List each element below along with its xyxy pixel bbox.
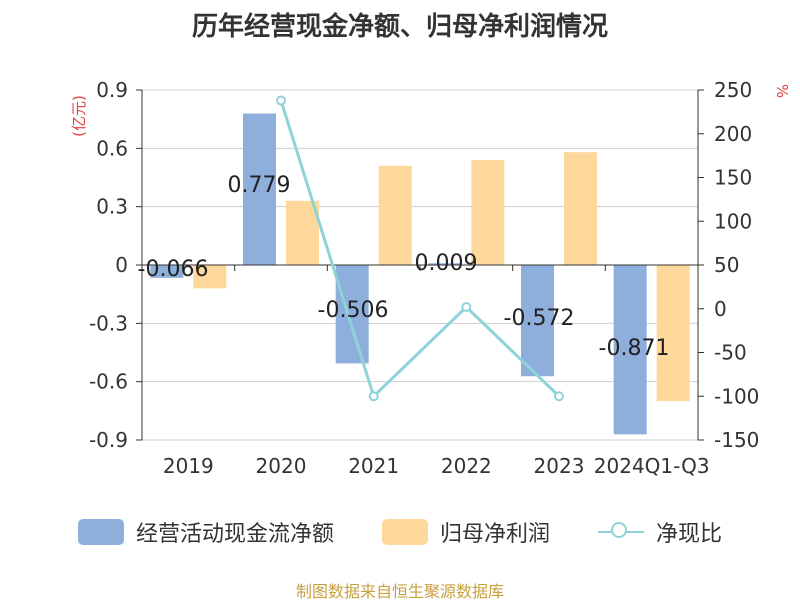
- left-tick-label: -0.9: [89, 428, 128, 452]
- category-label: 2024Q1-Q3: [594, 454, 710, 478]
- bar-net-profit: [471, 160, 505, 265]
- legend-item-operating-cash[interactable]: 经营活动现金流净额: [77, 516, 334, 548]
- legend-swatch-ratio: [598, 519, 644, 545]
- legend: 经营活动现金流净额 归母净利润 净现比: [0, 516, 800, 548]
- bar-net-profit: [286, 200, 319, 265]
- left-tick-label: -0.3: [89, 311, 128, 335]
- data-label-operating-cash: 0.779: [228, 173, 291, 198]
- left-tick-label: 0: [115, 253, 128, 277]
- data-label-operating-cash: -0.066: [138, 257, 209, 282]
- bar-operating-cash: [428, 263, 462, 265]
- right-tick-label: -100: [714, 384, 759, 408]
- chart-canvas: -0.9 -0.6 -0.3 0 0.3 0.6 0.9 -150 -100 -50 0 50 100 1…: [70, 78, 791, 478]
- source-note: 制图数据来自恒生聚源数据库: [295, 582, 504, 601]
- category-label: 2023: [534, 454, 585, 478]
- left-tick-label: 0.9: [96, 78, 128, 102]
- right-tick-label: 150: [714, 166, 752, 190]
- right-unit-label: %: [773, 84, 791, 98]
- right-tick-label: 250: [714, 78, 752, 102]
- data-label-operating-cash: -0.572: [504, 306, 575, 331]
- legend-swatch-net-profit: [381, 519, 428, 545]
- right-tick-label: 0: [714, 297, 727, 321]
- bar-operating-cash: [335, 265, 369, 364]
- right-tick-label: -50: [714, 341, 747, 365]
- legend-item-ratio[interactable]: 净现比: [598, 516, 722, 548]
- category-label: 2020: [256, 454, 307, 478]
- legend-label-net-profit: 归母净利润: [439, 522, 550, 547]
- ratio-line: [279, 100, 561, 400]
- left-tick-label: -0.6: [89, 370, 128, 394]
- bar-operating-cash: [613, 265, 647, 435]
- ratio-point: [554, 391, 564, 402]
- category-label: 2021: [348, 454, 399, 478]
- legend-item-net-profit[interactable]: 归母净利润: [381, 516, 550, 548]
- left-tick-label: 0.3: [96, 195, 128, 219]
- bar-net-profit: [378, 165, 412, 265]
- bar-operating-cash: [150, 265, 184, 278]
- category-label: 2022: [441, 454, 492, 478]
- legend-label-operating-cash: 经营活动现金流净额: [135, 522, 334, 547]
- left-unit-label: (亿元): [70, 95, 88, 137]
- left-tick-label: 0.6: [96, 136, 128, 160]
- bar-operating-cash: [243, 113, 276, 266]
- bar-net-profit: [193, 265, 227, 289]
- ratio-point: [461, 302, 472, 312]
- right-tick-label: -150: [714, 428, 759, 452]
- chart-title: 历年经营现金净额、归母净利润情况: [191, 12, 608, 42]
- data-label-operating-cash: 0.009: [415, 251, 478, 276]
- ratio-point: [276, 95, 286, 106]
- bar-net-profit: [656, 265, 690, 402]
- data-label-operating-cash: -0.506: [318, 298, 389, 323]
- right-tick-label: 200: [714, 122, 752, 146]
- bar-net-profit: [564, 152, 597, 265]
- bar-operating-cash: [521, 265, 554, 377]
- ratio-point: [368, 391, 379, 402]
- legend-swatch-operating-cash: [77, 519, 124, 545]
- category-label: 2019: [163, 454, 214, 478]
- right-tick-label: 100: [714, 209, 752, 233]
- right-tick-label: 50: [714, 253, 739, 277]
- legend-label-ratio: 净现比: [656, 522, 723, 547]
- data-label-operating-cash: -0.871: [599, 336, 670, 361]
